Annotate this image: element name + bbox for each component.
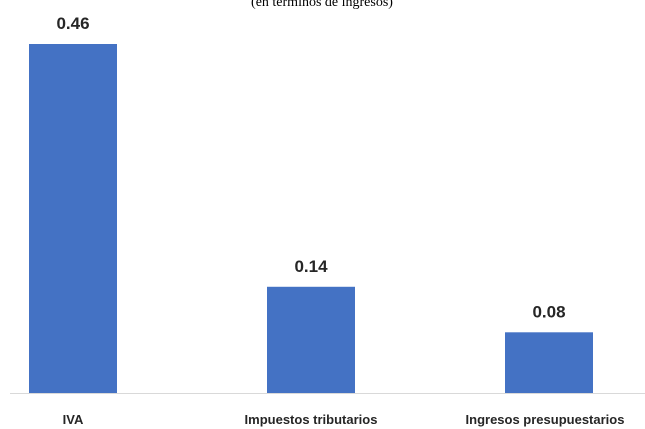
category-label-3: Ingresos presupuestarios — [466, 412, 625, 427]
data-label-2: 0.14 — [294, 257, 328, 276]
category-label-2: Impuestos tributarios — [245, 412, 378, 427]
data-label-3: 0.08 — [532, 302, 565, 321]
category-label-1: IVA — [63, 412, 84, 427]
bars-group — [29, 44, 593, 393]
bar-2 — [267, 286, 355, 393]
chart-title: (en términos de ingresos) — [251, 0, 393, 10]
value-labels-group: 0.46 0.14 0.08 — [56, 14, 565, 321]
category-labels-group: IVA Impuestos tributarios Ingresos presupu… — [63, 412, 625, 427]
bar-3 — [505, 332, 593, 393]
bar-1 — [29, 44, 117, 393]
data-label-1: 0.46 — [56, 14, 89, 33]
